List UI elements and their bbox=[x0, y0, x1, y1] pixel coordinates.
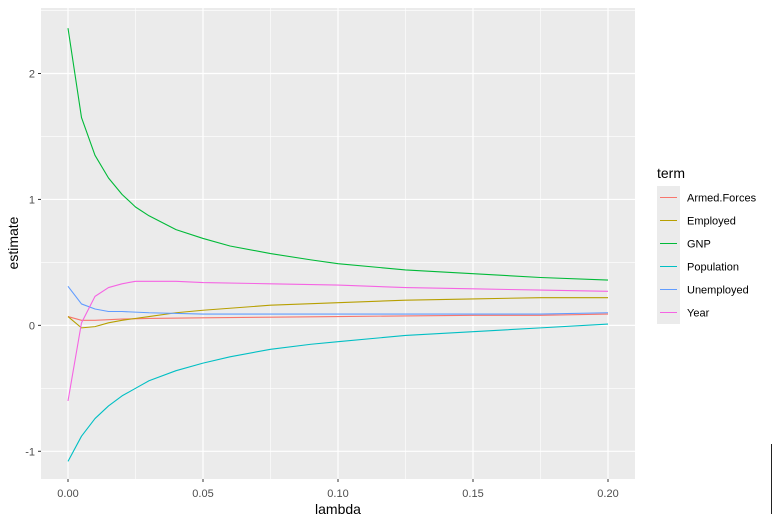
legend-label: Year bbox=[687, 308, 710, 320]
series-line-employed bbox=[67, 297, 608, 329]
legend-title: term bbox=[657, 165, 685, 181]
series-line-population bbox=[67, 323, 609, 462]
legend-label: Population bbox=[687, 262, 739, 274]
series-line-unemployed bbox=[67, 285, 609, 315]
x-tick-labels: 0.00 0.05 0.10 0.15 0.20 bbox=[57, 488, 618, 500]
legend-item-employed: Employed bbox=[657, 209, 736, 232]
y-tick-label: 1 bbox=[29, 194, 35, 206]
legend-item-armed-forces: Armed.Forces bbox=[657, 186, 757, 209]
y-tick-label: 0 bbox=[29, 320, 35, 332]
window-edge-mark bbox=[771, 444, 772, 514]
legend-item-population: Population bbox=[657, 255, 739, 278]
major-gridlines bbox=[41, 8, 635, 479]
series-lines bbox=[67, 28, 609, 462]
legend-label: Unemployed bbox=[687, 285, 749, 297]
x-tick-label: 0.00 bbox=[57, 488, 78, 500]
x-tick-label: 0.20 bbox=[597, 488, 618, 500]
series-line-year bbox=[67, 280, 609, 402]
x-tick-label: 0.15 bbox=[462, 488, 483, 500]
x-tick-label: 0.05 bbox=[192, 488, 213, 500]
series-line-gnp bbox=[67, 28, 609, 281]
y-tick-label: -1 bbox=[25, 446, 35, 458]
legend-label: Employed bbox=[687, 216, 736, 228]
legend-item-gnp: GNP bbox=[657, 232, 711, 255]
series-line-armed-forces bbox=[67, 313, 609, 321]
y-axis-title: estimate bbox=[5, 216, 21, 269]
legend-item-unemployed: Unemployed bbox=[657, 278, 749, 301]
y-tick-labels: -1 0 1 2 bbox=[25, 68, 35, 458]
y-tick-label: 2 bbox=[29, 68, 35, 80]
legend-label: GNP bbox=[687, 239, 711, 251]
x-tick-label: 0.10 bbox=[327, 488, 348, 500]
x-axis-title: lambda bbox=[315, 501, 361, 517]
axis-ticks bbox=[38, 72, 609, 482]
legend: term Armed.Forces Employed GNP Population Un… bbox=[657, 165, 757, 324]
legend-label: Armed.Forces bbox=[687, 193, 757, 205]
legend-item-year: Year bbox=[657, 301, 710, 324]
